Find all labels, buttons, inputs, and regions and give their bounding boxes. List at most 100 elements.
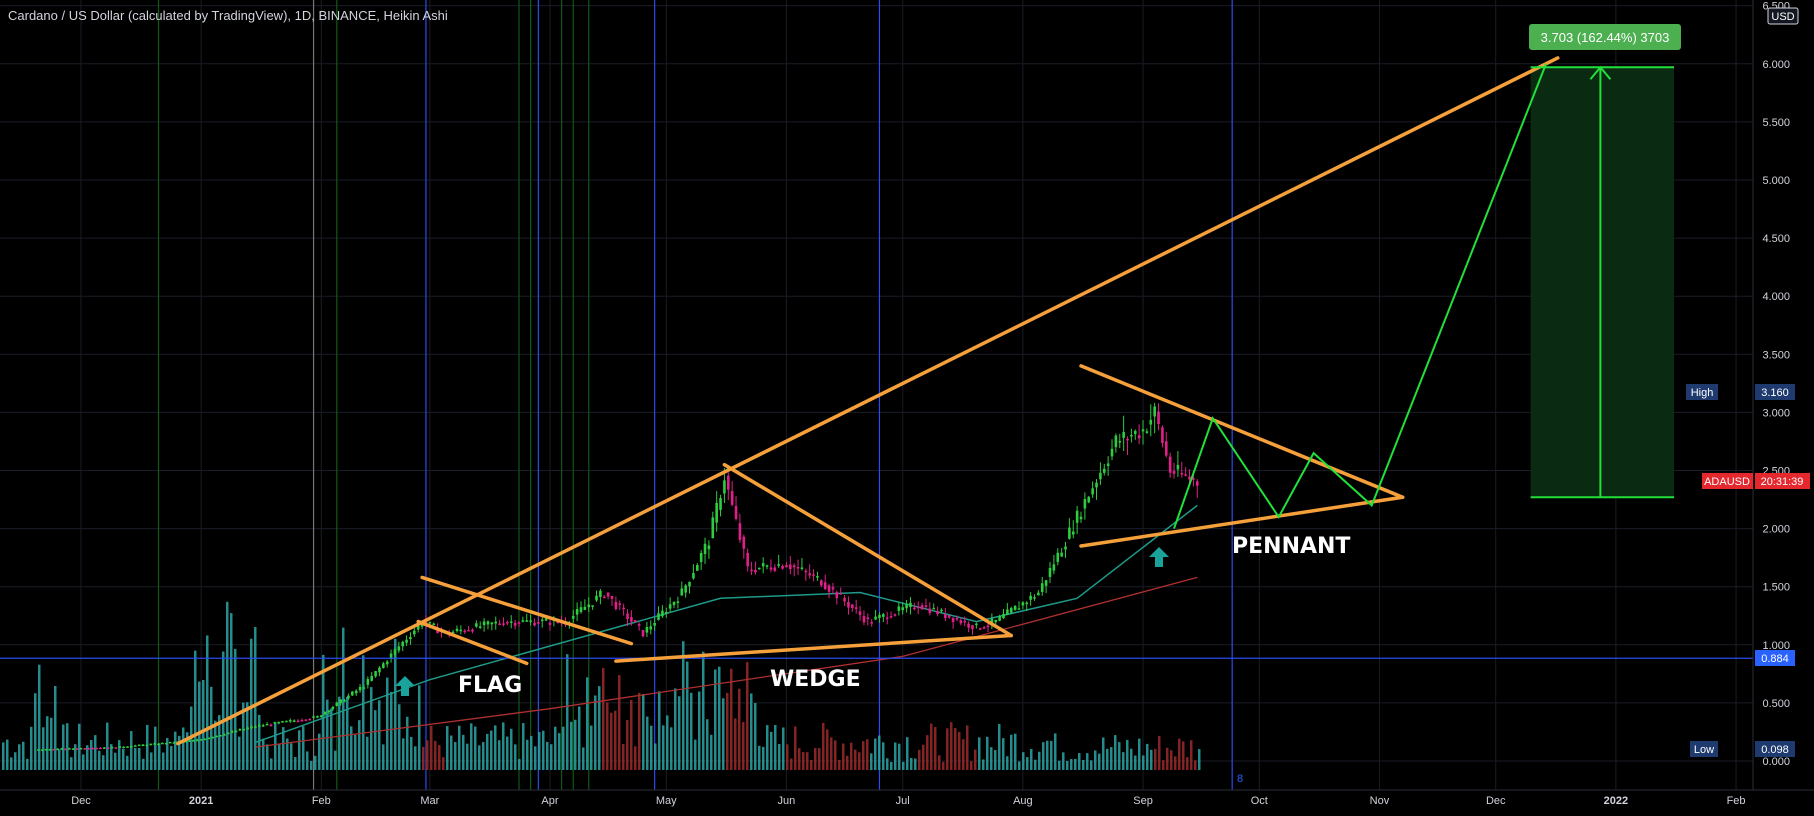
volume-bar <box>514 744 517 770</box>
candle-body <box>126 746 129 748</box>
volume-bar <box>474 726 477 770</box>
volume-bar <box>674 688 677 770</box>
candle-body <box>145 744 149 747</box>
volume-bar <box>870 753 873 770</box>
volume-bar <box>194 650 197 770</box>
currency-badge[interactable] <box>1767 7 1799 25</box>
volume-bar <box>1026 757 1029 770</box>
volume-bar <box>742 721 745 770</box>
volume-bar <box>94 735 97 770</box>
volume-bar <box>274 722 277 770</box>
candle-body <box>664 612 668 614</box>
price-tick-label: 0.500 <box>1762 698 1790 710</box>
volume-bar <box>934 727 937 770</box>
volume-bar <box>622 743 625 770</box>
volume-bar <box>818 748 821 770</box>
symbol-badge <box>1702 473 1753 489</box>
price-tick-label: 4.000 <box>1762 291 1790 303</box>
time-tick-label: 2022 <box>1604 795 1628 807</box>
candle-body <box>114 747 118 749</box>
volume-bar <box>18 744 21 770</box>
candle-body <box>916 606 920 609</box>
candle-body <box>257 725 261 727</box>
volume-bar <box>390 691 393 770</box>
candle-body <box>71 748 75 750</box>
candle-body <box>571 615 575 619</box>
candle-body <box>885 617 889 620</box>
volume-bar <box>14 752 17 770</box>
candle-body <box>645 626 649 633</box>
volume-bar <box>826 729 829 770</box>
candle-body <box>203 738 207 741</box>
volume-bar <box>546 741 549 770</box>
candle-body <box>765 565 769 567</box>
volume-bar <box>542 730 545 770</box>
volume-bar <box>642 693 645 770</box>
volume-bar <box>30 726 33 770</box>
volume-bar <box>666 715 669 770</box>
candle-body <box>106 747 110 749</box>
candle-body <box>56 748 60 751</box>
candle-body <box>602 596 606 599</box>
time-axis[interactable]: Dec 2021 Feb Mar Apr May Jun Jul Aug Sep Oct Nov Dec… <box>71 795 1745 807</box>
volume-bar <box>494 725 497 770</box>
volume-bar <box>766 725 769 770</box>
time-tick-label: Mar <box>420 795 439 807</box>
candle-body <box>606 592 610 597</box>
volume-bar <box>554 726 557 770</box>
volume-bar <box>1174 756 1177 770</box>
candle-body <box>719 498 722 510</box>
candle-body <box>703 543 707 554</box>
candle-body <box>277 721 280 724</box>
volume-bar <box>774 725 777 770</box>
candle-body <box>1048 567 1052 577</box>
candle-body <box>734 506 738 519</box>
candle-body <box>630 617 633 622</box>
volume-bar <box>214 720 217 770</box>
candle-body <box>800 567 804 569</box>
candle-body <box>913 607 916 610</box>
volume-bar <box>202 680 205 770</box>
candle-body <box>149 743 153 746</box>
volume-bar <box>758 745 761 770</box>
candle-body <box>831 587 835 590</box>
candle-body <box>575 608 579 615</box>
target-arrow-head <box>1589 65 1612 80</box>
line-value: 0.884 <box>1761 653 1789 665</box>
candle-body <box>901 607 905 611</box>
ma-fast-line <box>255 504 1198 744</box>
candle-body <box>168 741 172 744</box>
candle-body <box>994 619 998 623</box>
volume-bar <box>746 662 749 770</box>
volume-bar <box>738 688 741 770</box>
candle-body <box>870 622 874 624</box>
volume-bar <box>270 758 273 770</box>
volume-bar <box>138 747 141 770</box>
price-tick-label: 6.000 <box>1762 59 1790 71</box>
volume-bar <box>166 737 169 770</box>
volume-bar <box>1070 758 1073 770</box>
candle-body <box>137 744 141 747</box>
time-tick-label: Apr <box>541 795 558 807</box>
candle-body <box>971 625 974 630</box>
volume-bar <box>1014 733 1017 770</box>
volume-bar <box>318 733 321 770</box>
volume-bar <box>1110 747 1113 770</box>
candle-body <box>858 611 862 615</box>
candle-body <box>618 603 622 605</box>
volume-bar <box>262 738 265 770</box>
candle-body <box>199 739 203 741</box>
volume-bar <box>26 758 29 770</box>
candle-body <box>506 621 509 624</box>
volume-bar <box>978 737 981 770</box>
candle-body <box>1137 435 1141 439</box>
volume-bar <box>446 726 449 770</box>
candle-body <box>141 744 145 747</box>
volume-bar <box>682 641 685 770</box>
candle-body <box>389 653 393 659</box>
low-value: 0.098 <box>1761 744 1789 756</box>
candle-body <box>1141 429 1145 432</box>
volume-bar <box>526 739 529 770</box>
volume-bar <box>462 734 465 770</box>
candle-body <box>820 580 823 586</box>
